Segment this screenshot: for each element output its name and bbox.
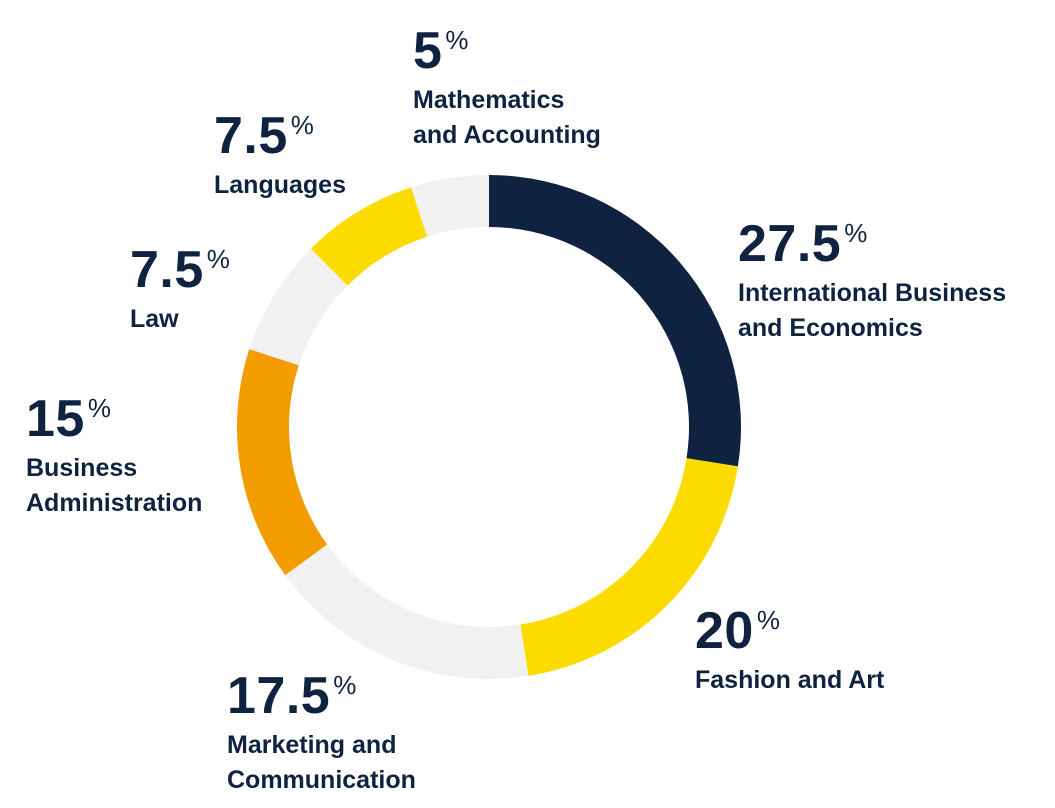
percent-sign: % [290, 110, 314, 140]
donut-slice-marketing-and-communication [285, 544, 529, 680]
donut-slice-languages [310, 187, 428, 286]
slice-label-line: and Accounting [413, 121, 601, 149]
percent-sign: % [756, 605, 780, 635]
slice-value: 20 [695, 602, 754, 660]
slice-label: Mathematics and Accounting [413, 83, 601, 153]
slice-value: 17.5 [227, 667, 331, 725]
percent-sign: % [206, 244, 230, 274]
slice-label: Law [130, 302, 230, 337]
slice-label-line: Law [130, 305, 179, 333]
slice-label-line: and Economics [738, 314, 923, 342]
slice-label-line: Business [26, 454, 138, 482]
percent-sign: % [844, 218, 868, 248]
slice-label: Languages [214, 168, 346, 203]
slice-label-line: Fashion and Art [695, 666, 885, 694]
callout-marketing-and-communication: 17.5% Marketing and Communication [227, 670, 416, 798]
donut-slice-fashion-and-art [520, 458, 738, 676]
slice-label: Marketing and Communication [227, 728, 416, 798]
slice-value: 27.5 [738, 215, 842, 273]
slice-label-line: Languages [214, 171, 346, 199]
slice-label: Business Administration [26, 451, 202, 521]
slice-label-line: Administration [26, 489, 203, 517]
slice-label-line: Communication [227, 766, 416, 794]
slice-label: International Business and Economics [738, 276, 1006, 346]
slice-value: 7.5 [130, 241, 204, 299]
donut-slice-business-administration [236, 349, 328, 576]
donut-slice-international-business-and-economics [489, 175, 741, 467]
slice-label-line: International Business [738, 279, 1007, 307]
slice-value: 7.5 [214, 107, 288, 165]
percent-sign: % [445, 25, 469, 55]
callout-international-business: 27.5% International Business and Economi… [738, 218, 1006, 346]
slice-value: 5 [413, 22, 443, 80]
slice-value: 15 [26, 390, 85, 448]
percent-sign: % [333, 670, 357, 700]
percent-sign: % [87, 393, 111, 423]
slice-label-line: Mathematics [413, 86, 565, 114]
slice-label-line: Marketing and [227, 731, 397, 759]
callout-mathematics-and-accounting: 5% Mathematics and Accounting [413, 25, 601, 153]
callout-law: 7.5% Law [130, 244, 230, 337]
callout-languages: 7.5% Languages [214, 110, 346, 203]
donut-slice-law [249, 248, 348, 366]
donut-slice-mathematics-and-accounting [411, 175, 489, 237]
slice-label: Fashion and Art [695, 663, 884, 698]
callout-fashion-and-art: 20% Fashion and Art [695, 605, 884, 698]
callout-business-administration: 15% Business Administration [26, 393, 202, 521]
